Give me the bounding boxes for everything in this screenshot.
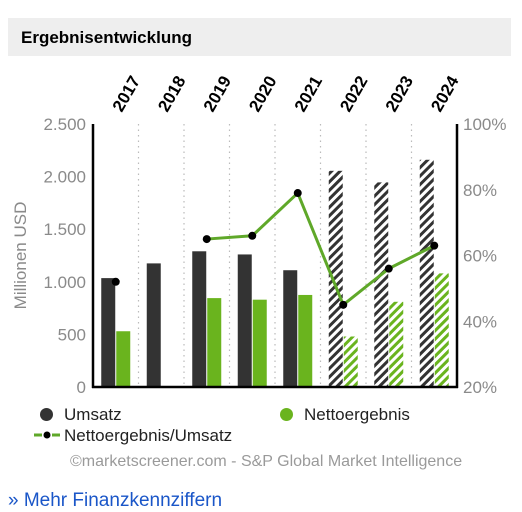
results-chart: 0 500 1.000 1.500 2.000 2.500 20% 40% 60% 80% 100%… bbox=[11, 72, 506, 397]
legend-nettoergebnis-marker bbox=[280, 408, 293, 421]
ratio-line-segment bbox=[388, 244, 435, 270]
legend-umsatz-marker bbox=[40, 408, 53, 421]
x-tick-label: 2021 bbox=[291, 73, 326, 115]
ratio-line-segment bbox=[296, 192, 345, 306]
bar-umsatz bbox=[419, 159, 434, 387]
ratio-line-segment bbox=[342, 267, 390, 306]
bar-umsatz bbox=[101, 278, 116, 387]
y-tick-label: 1.000 bbox=[43, 273, 86, 292]
bar-nettoergebnis bbox=[252, 299, 267, 387]
bar-umsatz bbox=[283, 270, 298, 387]
bar-nettoergebnis bbox=[298, 294, 313, 387]
y2-tick-label: 20% bbox=[463, 378, 497, 397]
section-title: Ergebnisentwicklung bbox=[21, 28, 192, 47]
y-tick-label: 1.500 bbox=[43, 220, 86, 239]
chart-credit: ©marketscreener.com - S&P Global Market … bbox=[70, 453, 463, 470]
x-tick-label: 2017 bbox=[109, 73, 144, 115]
more-financials-link[interactable]: » Mehr Finanzkennziffern bbox=[8, 490, 223, 511]
ratio-point bbox=[111, 277, 120, 286]
x-tick-label: 2024 bbox=[427, 72, 463, 115]
y2-tick-label: 60% bbox=[463, 247, 497, 266]
ratio-point bbox=[339, 300, 348, 309]
y-axis-title: Millionen USD bbox=[11, 202, 30, 310]
y2-tick-label: 80% bbox=[463, 181, 497, 200]
bar-umsatz bbox=[237, 254, 252, 387]
bar-nettoergebnis bbox=[343, 336, 358, 387]
y-tick-label: 2.500 bbox=[43, 115, 86, 134]
ratio-point bbox=[202, 235, 211, 244]
ratio-point bbox=[248, 231, 257, 240]
x-tick-label: 2018 bbox=[154, 73, 189, 115]
ratio-point bbox=[430, 241, 439, 250]
legend-nettoergebnis-label: Nettoergebnis bbox=[304, 405, 410, 424]
legend-ratio-label: Nettoergebnis/Umsatz bbox=[64, 426, 233, 445]
ratio-line-segment bbox=[251, 191, 299, 237]
bar-nettoergebnis bbox=[389, 301, 404, 387]
legend-ratio-marker bbox=[34, 431, 60, 439]
bar-umsatz bbox=[328, 170, 343, 387]
bar-nettoergebnis bbox=[207, 298, 222, 387]
bar-umsatz bbox=[146, 263, 161, 387]
ratio-point bbox=[293, 189, 302, 198]
x-tick-label: 2023 bbox=[382, 73, 417, 115]
y2-tick-label: 100% bbox=[463, 115, 506, 134]
bar-umsatz bbox=[192, 251, 207, 387]
y-tick-label: 2.000 bbox=[43, 168, 86, 187]
bar-nettoergebnis bbox=[434, 273, 449, 387]
y-tick-label: 500 bbox=[58, 325, 86, 344]
bar-umsatz bbox=[374, 182, 389, 387]
x-tick-label: 2019 bbox=[200, 73, 235, 115]
ratio-line-segment bbox=[206, 234, 253, 241]
y2-tick-label: 40% bbox=[463, 312, 497, 331]
legend-umsatz-label: Umsatz bbox=[64, 405, 122, 424]
y-tick-label: 0 bbox=[77, 378, 86, 397]
ratio-point bbox=[384, 264, 393, 273]
section-header: Ergebnisentwicklung bbox=[8, 18, 511, 56]
x-tick-label: 2022 bbox=[336, 73, 371, 115]
x-tick-label: 2020 bbox=[245, 73, 280, 115]
bar-nettoergebnis bbox=[116, 331, 131, 387]
